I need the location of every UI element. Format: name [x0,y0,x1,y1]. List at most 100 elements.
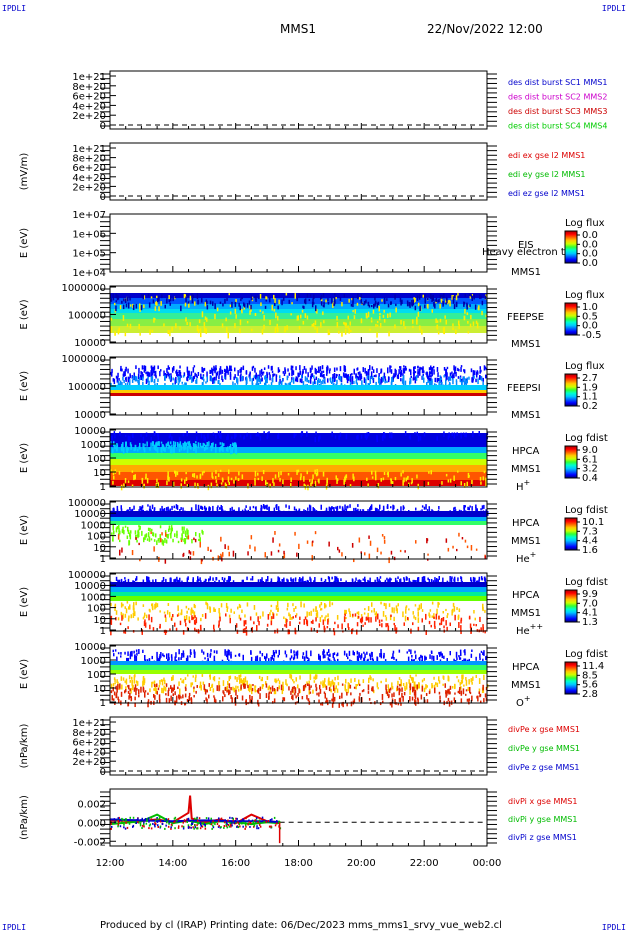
spectrogram-speckle [134,654,136,659]
spectrogram-speckle [279,478,281,482]
spectrogram-speckle [452,378,454,385]
spectrogram-speckle [118,471,121,475]
spectrogram-speckle [270,382,273,388]
spectrogram-speckle [120,365,122,371]
spectrogram-speckle [201,311,204,318]
spectrogram-speckle [289,614,291,620]
spectrogram-speckle [139,442,141,447]
spectrogram-speckle [318,653,320,660]
spectrogram-speckle [182,652,185,658]
spectrogram-speckle [345,373,348,378]
legend-entry: edi ez gse l2 MMS1 [508,189,585,198]
spectrogram-speckle [136,539,138,543]
spectrogram-speckle [184,702,186,706]
spectrogram-speckle [232,686,234,691]
spectrogram-speckle [467,472,470,479]
spectrogram-speckle [233,687,236,693]
colorbar-title: Log fdist [565,577,608,588]
spectrogram-speckle [220,433,222,439]
spectrogram-speckle [480,295,482,299]
spectrogram-speckle [156,657,158,662]
y-tick-label: 1e+21 [72,144,106,155]
spectrogram-speckle [464,293,466,297]
spectrogram-speckle [187,445,189,452]
spectrogram-speckle [479,653,481,659]
spectrogram-speckle [351,298,353,301]
spectrogram-speckle [189,295,192,301]
spectrogram-speckle [319,616,322,623]
spectrogram-speckle [193,619,196,625]
spectrogram-speckle [319,689,322,694]
spectrogram-speckle [352,310,354,313]
spectrogram-speckle [124,332,127,337]
spectrogram-speckle [322,370,325,373]
spectrogram-speckle [389,614,392,621]
spectrogram-speckle [468,305,470,308]
spectrogram-speckle [153,694,155,698]
spectrogram-speckle [368,553,371,559]
spectrogram-speckle [476,370,479,373]
spectrogram-speckle [239,319,242,326]
spectrogram-speckle [134,657,136,662]
spectrogram-speckle [341,692,343,699]
spectrogram-speckle [265,579,267,582]
spectrogram-speckle [200,505,202,510]
spectrogram-speckle [115,576,118,581]
spectrogram-speckle [225,613,227,617]
spectrogram-speckle [286,578,288,581]
spectrogram-speckle [205,381,207,384]
spectrogram-speckle [198,538,200,542]
spectrogram-speckle [209,654,211,658]
spectrogram-speckle [433,684,436,691]
spectrogram-speckle [237,688,240,692]
spectrogram-speckle [303,366,306,370]
spectrogram-speckle [329,368,331,371]
spectrogram-speckle [133,650,135,654]
spectrogram-speckle [346,702,348,707]
spectrogram-speckle [269,297,271,303]
spectrogram-speckle [215,368,217,371]
series-noise-point [210,821,212,824]
spectrogram-speckle [261,577,263,583]
spectrogram-speckle [413,615,415,619]
series-noise-point [253,825,255,828]
spectrogram-speckle [482,606,484,612]
spectrogram-speckle [288,382,290,387]
spectrogram-speckle [293,686,295,689]
spectrogram-speckle [205,444,207,450]
spectrogram-speckle [148,380,150,387]
spectrogram-speckle [379,323,382,328]
spectrogram-speckle [389,702,392,706]
spectrogram-speckle [150,616,153,623]
spectrogram-speckle [159,610,161,613]
series-noise-point [187,817,190,820]
spectrogram-speckle [428,367,431,371]
spectrogram-speckle [134,684,137,690]
spectrogram-speckle [144,612,146,617]
spectrogram-speckle [315,688,318,692]
series-noise-point [259,823,261,826]
spectrogram-speckle [210,376,212,382]
spectrogram-speckle [300,314,302,319]
spectrogram-speckle [480,376,483,381]
spectrogram-speckle [324,693,326,699]
spectrogram-speckle [316,469,318,473]
spectrogram-speckle [242,679,245,685]
spectrogram-speckle [433,655,435,661]
spectrogram-speckle [231,448,234,454]
spectrogram-speckle [338,330,340,334]
spectrogram-speckle [146,371,149,377]
spectrogram-speckle [312,608,315,612]
spectrogram-speckle [227,545,230,550]
spectrogram-speckle [156,295,158,299]
spectrogram-speckle [419,436,422,441]
series-noise-point [119,825,122,828]
spectrogram-speckle [112,508,114,512]
spectrogram-speckle [309,691,312,694]
spectrogram-speckle [470,545,473,551]
spectrogram-speckle [230,448,232,455]
spectrogram-speckle [193,445,195,452]
series-noise-point [235,817,237,820]
y-tick-label: 8e+20 [72,82,106,93]
spectrogram-speckle [142,604,145,607]
